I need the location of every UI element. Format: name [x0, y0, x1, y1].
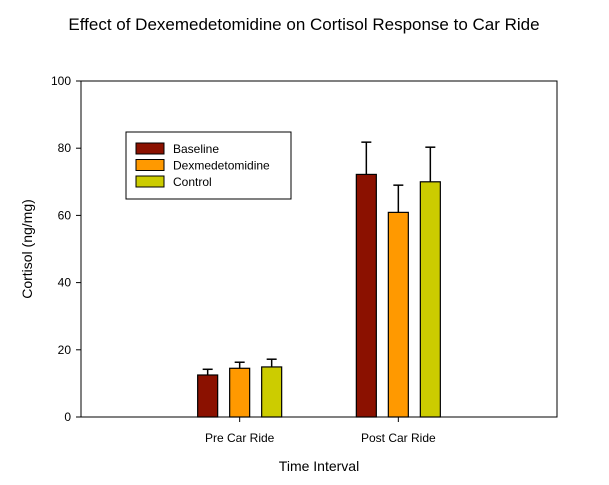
legend-label: Control [173, 175, 212, 189]
legend: Baseline Dexmedetomidine Control [125, 131, 292, 200]
y-axis-label: Cortisol (ng/mg) [19, 199, 35, 299]
bar-dexmedetomidine [387, 211, 409, 418]
x-tick-label: Pre Car Ride [205, 431, 275, 445]
legend-label: Baseline [173, 142, 219, 156]
bar-control [261, 366, 283, 418]
y-tick-label: 40 [58, 276, 72, 290]
y-tick-label: 60 [58, 208, 72, 222]
legend-swatch [135, 159, 165, 171]
y-tick-label: 80 [58, 141, 72, 155]
x-axis-label: Time Interval [279, 458, 359, 474]
chart-title: Effect of Dexemedetomidine on Cortisol R… [68, 15, 539, 34]
bar-baseline [355, 173, 377, 418]
legend-label: Dexmedetomidine [173, 159, 270, 173]
bar-control [419, 181, 441, 418]
y-tick-label: 100 [51, 74, 71, 88]
legend-swatch [135, 175, 165, 188]
bar-baseline [197, 374, 219, 418]
bar-dexmedetomidine [229, 367, 251, 418]
legend-swatch [135, 142, 165, 155]
plot-area [80, 80, 558, 418]
x-tick-label: Post Car Ride [361, 431, 436, 445]
y-tick-label: 20 [58, 343, 72, 357]
y-tick-label: 0 [64, 410, 71, 424]
